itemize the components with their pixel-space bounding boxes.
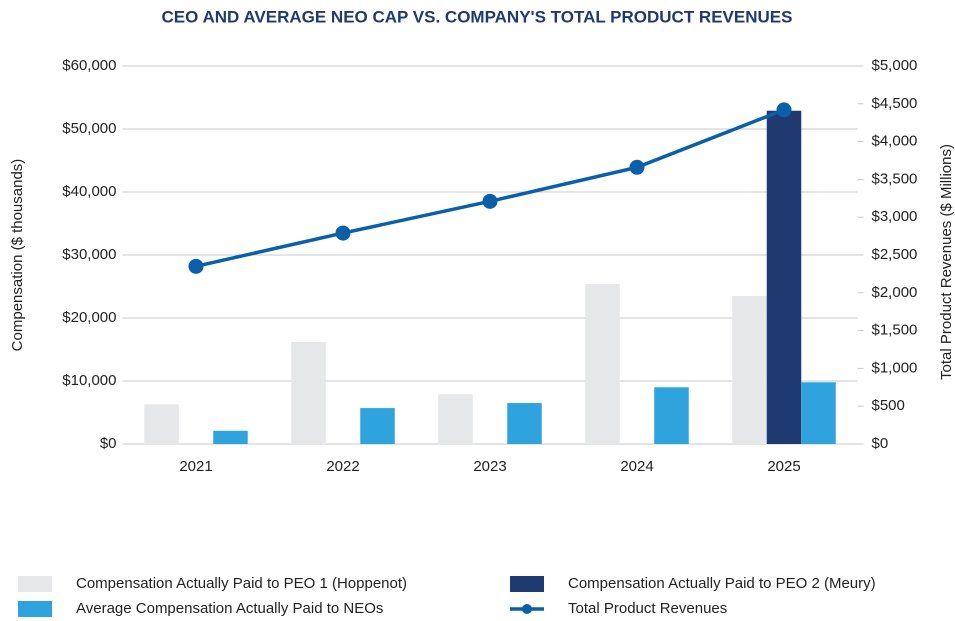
bar: [801, 382, 836, 444]
line: [195, 108, 785, 269]
legend-swatch: [18, 601, 52, 617]
line-point: [482, 193, 498, 209]
y2-tick-label: $2,000: [872, 284, 918, 301]
legend-label: Compensation Actually Paid to PEO 2 (Meu…: [568, 575, 876, 592]
y2-tick-label: $3,500: [872, 170, 918, 187]
y-axis-label: Compensation ($ thousands): [9, 159, 26, 352]
y2-tick-label: $1,000: [872, 359, 918, 376]
bar: [654, 387, 689, 444]
bar: [585, 283, 620, 444]
bar: [360, 408, 395, 444]
x-tick-label: 2021: [179, 458, 212, 475]
y-tick-label: $20,000: [62, 309, 116, 326]
y-tick-label: $50,000: [62, 120, 116, 137]
y-tick-label: $0: [100, 435, 117, 452]
x-tick-label: 2022: [326, 458, 359, 475]
y2-tick-label: $2,500: [872, 246, 918, 263]
bar: [144, 404, 179, 444]
bar: [213, 430, 248, 444]
y-tick-label: $40,000: [62, 183, 116, 200]
bar: [732, 295, 767, 444]
x-tick-label: 2025: [767, 458, 800, 475]
x-tick-label: 2024: [620, 458, 653, 475]
legend-swatch: [522, 604, 532, 614]
y2-tick-label: $0: [872, 435, 889, 452]
y2-tick-label: $4,500: [872, 95, 918, 112]
legend-label: Total Product Revenues: [568, 600, 727, 617]
chart-title: CEO AND AVERAGE NEO CAP VS. COMPANY'S TO…: [162, 7, 793, 26]
y2-tick-label: $1,500: [872, 322, 918, 339]
y2-tick-label: $500: [872, 397, 905, 414]
y2-axis-label: Total Product Revenues ($ Millions): [938, 144, 955, 380]
legend-label: Average Compensation Actually Paid to NE…: [76, 600, 383, 617]
legend-swatch: [18, 576, 52, 592]
y2-tick-label: $4,000: [872, 133, 918, 150]
bar: [766, 110, 802, 444]
y2-tick-label: $5,000: [872, 57, 918, 74]
y2-tick-label: $3,000: [872, 208, 918, 225]
bar: [507, 403, 542, 444]
line-point: [335, 225, 351, 241]
legend-swatch: [510, 576, 544, 592]
y-tick-label: $30,000: [62, 246, 116, 263]
x-tick-label: 2023: [473, 458, 506, 475]
line-point: [776, 102, 792, 118]
bar: [438, 394, 473, 444]
y-tick-label: $60,000: [62, 57, 116, 74]
legend-label: Compensation Actually Paid to PEO 1 (Hop…: [76, 575, 407, 592]
line-point: [629, 159, 645, 175]
line-point: [188, 258, 204, 274]
y-tick-label: $10,000: [62, 372, 116, 389]
bar: [291, 341, 326, 444]
